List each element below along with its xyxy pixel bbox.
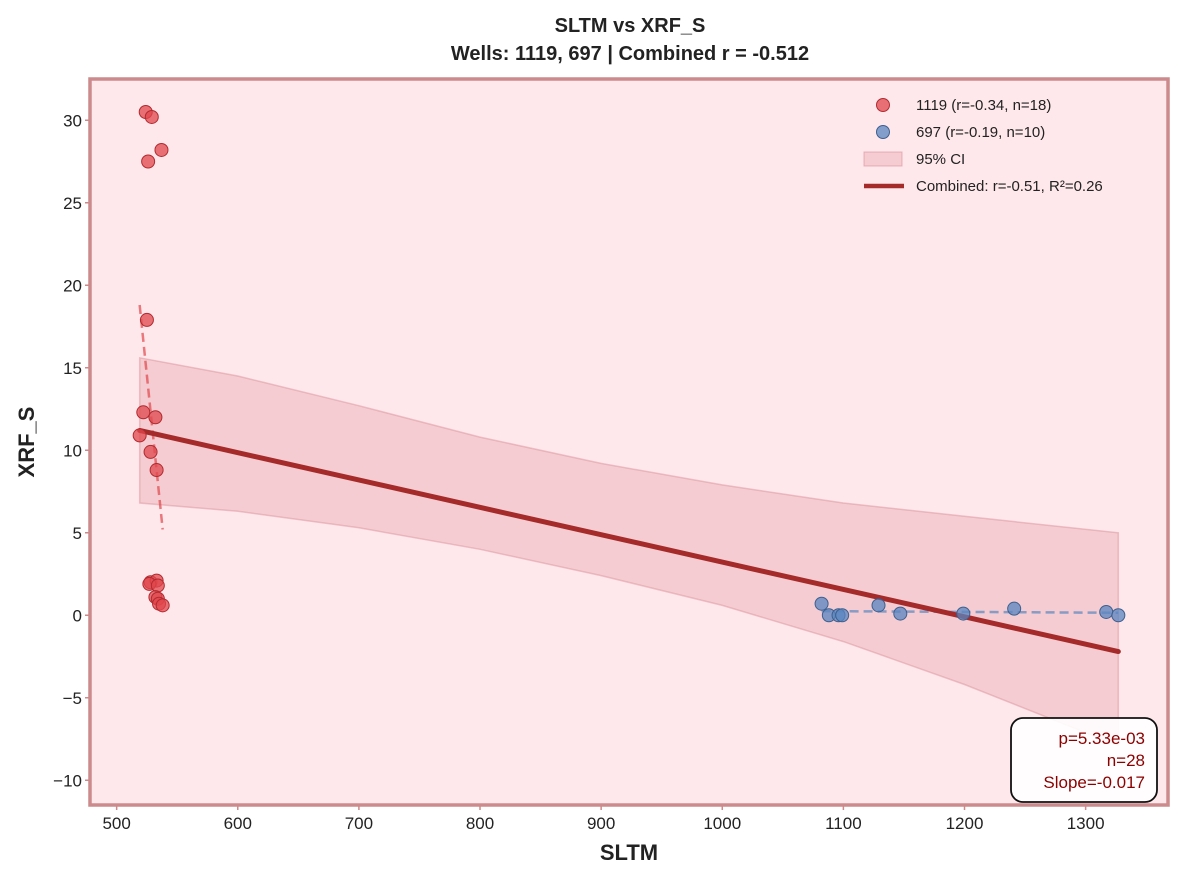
stats-box-frame: [1010, 717, 1158, 803]
series-0-point-17: [155, 598, 170, 613]
x-axis-ticks: 500 600 700 800 900 1000 1100 1200 1300: [102, 805, 1105, 833]
y-tick-label-2: 0: [73, 606, 82, 625]
series-1-point-3: [835, 608, 850, 623]
series-1-point-0: [814, 596, 829, 611]
series-1-point-4: [871, 598, 886, 613]
chart-subtitle: Wells: 1119, 697 | Combined r = -0.512: [451, 43, 809, 65]
x-tick-label-7: 1200: [946, 814, 984, 833]
x-tick-label-3: 800: [466, 814, 494, 833]
x-tick-label-0: 500: [102, 814, 130, 833]
y-tick-label-1: −5: [63, 689, 82, 708]
y-axis-label: XRF_S: [14, 407, 39, 478]
x-tick-label-4: 900: [587, 814, 615, 833]
stats-n: n=28: [1107, 751, 1145, 770]
series-0-point-6: [148, 410, 163, 425]
stats-p-value: p=5.33e-03: [1059, 729, 1146, 748]
series-0-point-2: [154, 142, 169, 157]
stats-slope: Slope=-0.017: [1043, 773, 1145, 792]
x-tick-label-1: 600: [224, 814, 252, 833]
series-1-point-8: [1099, 604, 1114, 619]
x-tick-label-2: 700: [345, 814, 373, 833]
y-tick-label-5: 15: [63, 359, 82, 378]
series-1-point-9: [1111, 608, 1126, 623]
series-1-point-5: [893, 606, 908, 621]
chart-title: SLTM vs XRF_S: [555, 15, 706, 37]
legend-marker-1119: [876, 98, 890, 112]
series-1-point-6: [956, 606, 971, 621]
legend-marker-ci: [863, 151, 903, 167]
y-axis-ticks: −10 −5 0 5 10 15 20 25 30: [53, 111, 90, 790]
legend-label-combined: Combined: r=-0.51, R²=0.26: [916, 178, 1103, 195]
legend-label-ci: 95% CI: [916, 151, 965, 168]
series-0-point-8: [143, 444, 158, 459]
x-tick-label-8: 1300: [1067, 814, 1105, 833]
y-tick-label-8: 30: [63, 111, 82, 130]
legend-marker-697: [876, 125, 890, 139]
y-tick-label-4: 10: [63, 441, 82, 460]
series-0-point-5: [136, 405, 151, 420]
legend-label-1119: 1119 (r=-0.34, n=18): [916, 97, 1051, 114]
y-tick-label-3: 5: [73, 524, 82, 543]
y-tick-label-0: −10: [53, 771, 82, 790]
series-0-point-13: [150, 578, 165, 593]
x-tick-label-6: 1100: [825, 814, 862, 833]
x-axis-label: SLTM: [600, 840, 658, 865]
legend-label-697: 697 (r=-0.19, n=10): [916, 124, 1045, 141]
series-0-point-3: [141, 154, 156, 169]
stats-box: p=5.33e-03 n=28 Slope=-0.017: [1010, 717, 1158, 803]
legend: 1119 (r=-0.34, n=18) 697 (r=-0.19, n=10)…: [863, 97, 1103, 195]
series-0-point-1: [144, 109, 159, 124]
plot-frame: [88, 77, 1170, 807]
y-tick-label-7: 25: [63, 194, 82, 213]
plot-area: [90, 79, 1168, 805]
series-0-point-9: [149, 463, 164, 478]
series-0-point-7: [132, 428, 147, 443]
series-1-point-7: [1007, 601, 1022, 616]
combined-fit-line: [137, 427, 1121, 655]
points-layer: [132, 105, 1126, 623]
x-tick-label-5: 1000: [703, 814, 741, 833]
series-0-point-4: [139, 312, 154, 327]
y-tick-label-6: 20: [63, 276, 82, 295]
